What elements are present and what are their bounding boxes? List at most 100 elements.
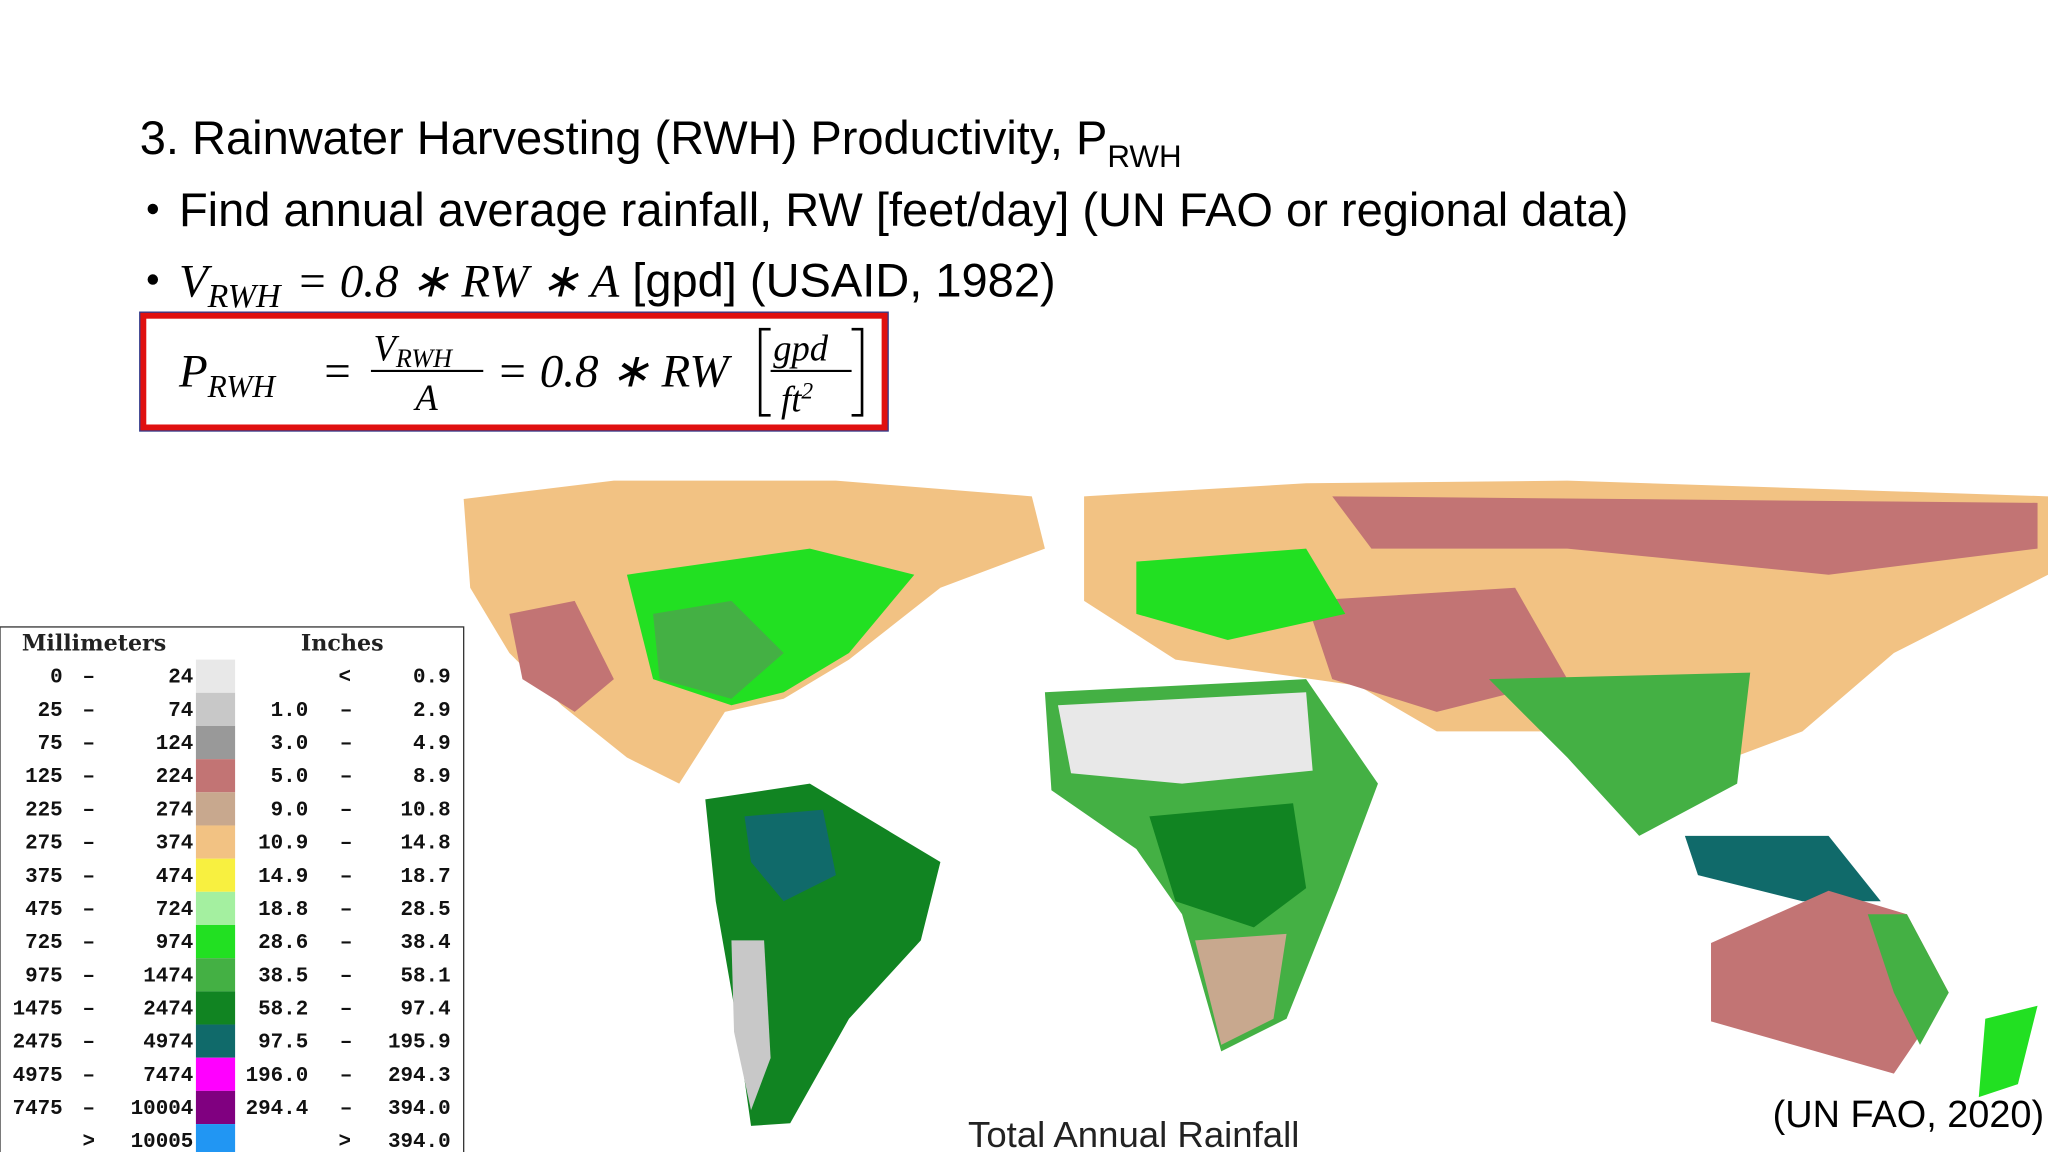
legend-label: 974 xyxy=(156,932,194,955)
legend-label: 58.1 xyxy=(401,965,451,988)
legend-label: > xyxy=(339,1131,352,1152)
legend-label: – xyxy=(340,1065,353,1088)
legend-label: – xyxy=(340,833,353,856)
legend-label: 97.4 xyxy=(401,998,451,1021)
legend-label: 4975 xyxy=(13,1065,63,1088)
legend-label: 725 xyxy=(25,932,63,955)
legend-swatch xyxy=(195,725,236,760)
legend-label: 58.2 xyxy=(258,998,308,1021)
siberia xyxy=(1332,496,2038,575)
legend-label: – xyxy=(340,965,353,988)
formula-num-var: V xyxy=(374,327,400,368)
legend-label: 24 xyxy=(168,667,193,690)
bullet-formula: VRWH = 0.8 ∗ RW ∗ A [gpd] (USAID, 1982) xyxy=(179,253,1056,314)
legend-label: – xyxy=(83,700,96,723)
legend-label: 10.9 xyxy=(258,833,308,856)
legend-label: 124 xyxy=(156,733,194,756)
legend-label: – xyxy=(83,899,96,922)
sahara xyxy=(1057,692,1313,784)
formula-num-sub: RWH xyxy=(395,344,454,373)
formula-rhs: = 0.8 ∗ RW xyxy=(496,346,732,398)
legend-header: Millimeters xyxy=(22,630,166,656)
legend-label: 7475 xyxy=(13,1098,63,1121)
legend-label: 2475 xyxy=(13,1032,63,1055)
legend-label: 28.5 xyxy=(401,899,451,922)
title: 3. Rainwater Harvesting (RWH) Productivi… xyxy=(140,111,1182,174)
legend-label: 7474 xyxy=(143,1065,193,1088)
legend-label: – xyxy=(340,932,353,955)
legend-label: 224 xyxy=(156,766,194,789)
legend-label: 74 xyxy=(168,700,193,723)
legend-label: 1474 xyxy=(143,965,193,988)
legend-label: 10005 xyxy=(131,1131,194,1152)
legend-label: 394.0 xyxy=(388,1098,451,1121)
legend-label: 4974 xyxy=(143,1032,193,1055)
legend-swatch xyxy=(195,1057,236,1091)
legend-label: – xyxy=(83,866,96,889)
legend-label: – xyxy=(340,733,353,756)
bracket-right xyxy=(851,327,864,417)
legend-label: – xyxy=(83,766,96,789)
formula-sub: RWH xyxy=(207,278,283,315)
legend-label: 394.0 xyxy=(388,1131,451,1152)
formula-text: [gpd] (USAID, 1982) xyxy=(632,253,1055,306)
formula-var: V xyxy=(179,255,213,307)
bullet-text: Find annual average rainfall, RW [feet/d… xyxy=(179,183,1629,236)
legend-label: 0.9 xyxy=(413,667,451,690)
legend-label: 1475 xyxy=(13,998,63,1021)
formula-expr: = 0.8 ∗ RW ∗ A xyxy=(296,255,619,307)
legend-label: – xyxy=(83,667,96,690)
legend-label: 2474 xyxy=(143,998,193,1021)
legend-label: – xyxy=(340,700,353,723)
unit-numerator: gpd xyxy=(773,327,829,368)
north-america-southeast xyxy=(653,600,784,699)
legend-label: – xyxy=(83,1098,96,1121)
legend-label: – xyxy=(340,998,353,1021)
title-subscript: RWH xyxy=(1107,139,1181,174)
legend-label: 8.9 xyxy=(413,766,451,789)
legend-label: – xyxy=(340,766,353,789)
legend-label: 125 xyxy=(25,766,63,789)
legend-label: 14.9 xyxy=(258,866,308,889)
bracket-left xyxy=(758,327,771,417)
legend-label: 475 xyxy=(25,899,63,922)
legend-label: – xyxy=(83,833,96,856)
legend-swatch xyxy=(195,958,236,992)
legend-header: Inches xyxy=(301,630,384,656)
legend-label: – xyxy=(83,965,96,988)
legend-label: 5.0 xyxy=(271,766,309,789)
new-zealand xyxy=(1978,1005,2038,1098)
legend-label: 10.8 xyxy=(401,799,451,822)
world-map xyxy=(463,480,2048,1126)
australia-east xyxy=(1867,914,1949,1045)
legend-label: 28.6 xyxy=(258,932,308,955)
legend-label: 75 xyxy=(38,733,63,756)
legend-swatch xyxy=(195,1124,236,1152)
formula-lhs-sub: RWH xyxy=(207,369,278,404)
formula-eq: = xyxy=(321,346,353,398)
legend-label: 18.8 xyxy=(258,899,308,922)
legend-label: – xyxy=(83,1032,96,1055)
legend-label: 294.4 xyxy=(246,1098,309,1121)
legend-label: – xyxy=(340,899,353,922)
south-asia xyxy=(1488,672,1751,836)
formula-lhs: PRWH xyxy=(178,346,277,404)
legend-label: 9.0 xyxy=(271,799,309,822)
bullet xyxy=(147,203,159,215)
bullet xyxy=(147,274,159,285)
legend-label: 1.0 xyxy=(271,700,309,723)
unit-den-base: ft xyxy=(781,378,802,419)
legend-swatch xyxy=(195,1090,236,1125)
legend-label: 2.9 xyxy=(413,700,451,723)
formula-box-outline xyxy=(139,311,889,432)
legend-label: 38.5 xyxy=(258,965,308,988)
legend-label: – xyxy=(83,932,96,955)
europe xyxy=(1136,548,1346,640)
legend-label: – xyxy=(83,1065,96,1088)
legend-label: – xyxy=(340,1032,353,1055)
legend-swatch xyxy=(195,659,236,693)
legend-label: – xyxy=(83,799,96,822)
legend-label: 375 xyxy=(25,866,63,889)
legend-label: 196.0 xyxy=(246,1065,309,1088)
